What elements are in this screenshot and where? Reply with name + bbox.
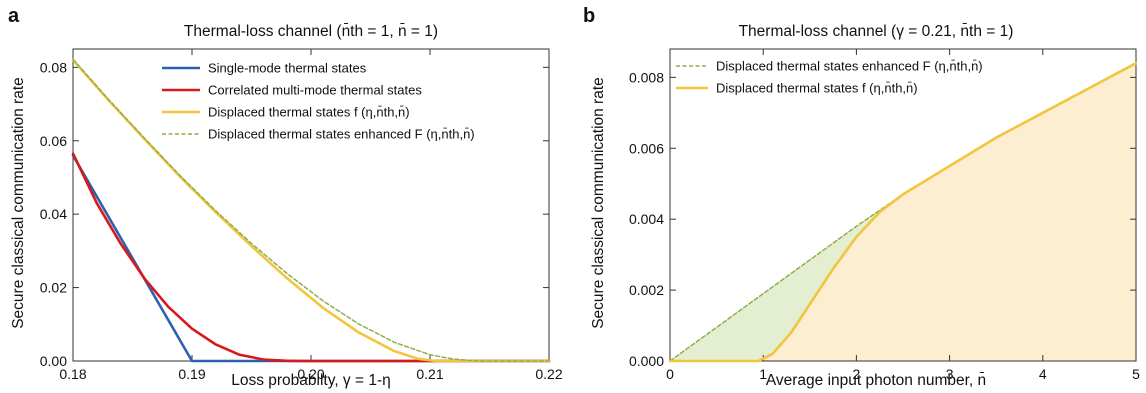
panel-b-legend: Displaced thermal states enhanced F (η,n… <box>676 59 983 96</box>
panel-b: b Thermal-loss channel (γ = 0.21, n̄th =… <box>583 5 1140 389</box>
panel-b-title: Thermal-loss channel (γ = 0.21, n̄th = 1… <box>739 23 1014 40</box>
series-line-1 <box>668 61 1138 363</box>
x-tick-label: 2 <box>853 366 861 382</box>
panel-a-ylabel: Secure classical communication rate <box>10 77 27 329</box>
y-tick-label: 0.002 <box>629 282 664 298</box>
y-tick-label: 0.004 <box>629 211 664 227</box>
panel-a-title: Thermal-loss channel (n̄th = 1, n̄ = 1) <box>184 23 438 40</box>
x-tick-label: 0 <box>666 366 674 382</box>
panel-a-plot-area: 0.18 0.19 0.20 0.21 0.22 0.00 0.02 0.04 0.06 0.08 <box>40 48 563 382</box>
panel-a: a Thermal-loss channel (n̄th = 1, n̄ = 1… <box>8 5 563 389</box>
y-tick-label: 0.02 <box>40 280 67 296</box>
series-fill-1 <box>670 63 1136 362</box>
series-line-3 <box>72 58 550 362</box>
x-tick-label: 0.19 <box>178 366 205 382</box>
x-tick-label: 3 <box>946 366 954 382</box>
x-tick-label: 0.20 <box>297 366 324 382</box>
legend-label-0: Displaced thermal states enhanced F (η,n… <box>716 59 983 74</box>
y-tick-label: 0.08 <box>40 59 67 75</box>
y-tick-label: 0.06 <box>40 133 67 149</box>
panel-letter-b: b <box>583 5 595 27</box>
panel-b-plot-area: 0 1 2 3 4 5 0.000 0.002 0.004 0.006 0.008 <box>629 48 1140 382</box>
x-tick-label: 1 <box>759 366 767 382</box>
x-tick-label: 5 <box>1132 366 1140 382</box>
legend-label-0: Single-mode thermal states <box>208 61 367 76</box>
y-tick-label: 0.008 <box>629 69 664 85</box>
x-tick-label: 4 <box>1039 366 1047 382</box>
panel-letter-a: a <box>8 5 20 27</box>
panel-b-ylabel: Secure classical communication rate <box>590 77 607 329</box>
panel-a-xlabel: Loss probabilty, γ = 1-η <box>231 372 391 389</box>
y-tick-label: 0.04 <box>40 206 67 222</box>
panel-b-xlabel: Average input photon number, n̄ <box>766 372 986 389</box>
y-tick-label: 0.006 <box>629 140 664 156</box>
legend-label-1: Displaced thermal states f (η,n̄th,n̄) <box>716 81 918 96</box>
y-tick-label: 0.000 <box>629 353 664 369</box>
legend-label-2: Displaced thermal states f (η,n̄th,n̄) <box>208 105 410 120</box>
legend-label-3: Displaced thermal states enhanced F (η,n… <box>208 127 475 142</box>
plot-frame <box>669 48 1137 362</box>
legend-label-1: Correlated multi-mode thermal states <box>208 83 422 98</box>
series-line-0 <box>71 154 551 363</box>
series-line-1 <box>71 152 551 363</box>
x-tick-label: 0.18 <box>59 366 86 382</box>
y-tick-label: 0.00 <box>40 353 67 369</box>
panel-a-legend: Single-mode thermal states Correlated mul… <box>162 61 475 142</box>
x-tick-label: 0.21 <box>416 366 443 382</box>
x-tick-label: 0.22 <box>535 366 562 382</box>
